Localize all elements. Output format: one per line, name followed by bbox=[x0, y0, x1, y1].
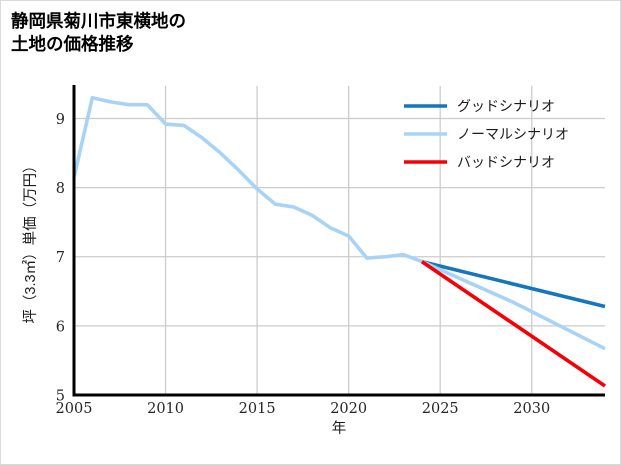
y-tick-label: 6 bbox=[56, 319, 65, 335]
y-tick-label: 5 bbox=[56, 389, 65, 405]
y-axis-title: 坪（3.3㎡）単価（万円） bbox=[22, 158, 39, 323]
y-axis-tick-labels: 5 6 7 8 9 bbox=[56, 112, 65, 405]
x-tick-label: 2010 bbox=[147, 401, 184, 417]
page-title: 静岡県菊川市東横地の 土地の価格推移 bbox=[11, 11, 186, 55]
series-line bbox=[420, 260, 607, 388]
x-tick-label: 2025 bbox=[422, 401, 459, 417]
series-line bbox=[72, 95, 606, 351]
series-line bbox=[421, 259, 606, 309]
x-axis-title: 年 bbox=[332, 420, 347, 437]
y-tick-label: 9 bbox=[56, 112, 65, 128]
x-tick-label: 2005 bbox=[56, 401, 93, 417]
data-series-group bbox=[72, 95, 607, 388]
legend-label: グッドシナリオ bbox=[457, 99, 555, 115]
y-tick-label: 8 bbox=[56, 181, 65, 197]
axis-lines bbox=[72, 85, 605, 397]
x-tick-label: 2020 bbox=[330, 401, 367, 417]
x-axis-tick-labels: 2005 2010 2015 2020 2025 2030 bbox=[56, 401, 551, 417]
x-tick-label: 2030 bbox=[513, 401, 550, 417]
y-tick-label: 7 bbox=[56, 250, 65, 266]
x-tick-label: 2015 bbox=[239, 401, 276, 417]
legend-label: バッドシナリオ bbox=[457, 155, 555, 171]
legend-label: ノーマルシナリオ bbox=[457, 127, 569, 143]
